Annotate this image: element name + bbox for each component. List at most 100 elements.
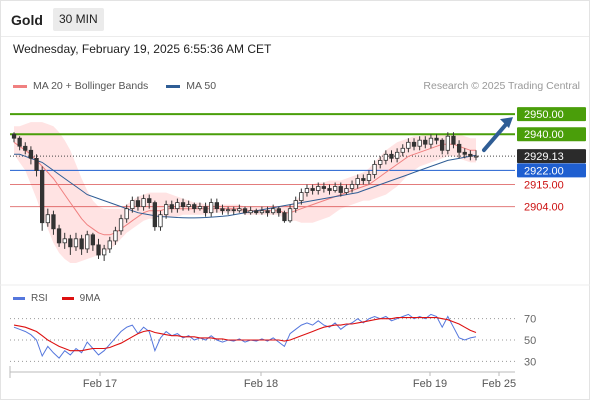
- candle: [338, 186, 343, 193]
- candle: [68, 238, 73, 248]
- candle: [394, 151, 400, 159]
- candle: [23, 145, 28, 151]
- candle: [327, 188, 332, 191]
- candle: [135, 200, 141, 208]
- candle: [316, 186, 321, 191]
- candle: [400, 147, 405, 153]
- symbol-title: Gold: [11, 12, 43, 28]
- candle: [141, 198, 146, 208]
- candle: [372, 163, 377, 175]
- candle: [439, 139, 445, 151]
- candle: [220, 208, 225, 212]
- ma20-swatch: [13, 84, 27, 88]
- candle: [124, 208, 129, 220]
- candle: [276, 208, 282, 214]
- candle: [265, 210, 270, 214]
- candle: [254, 210, 259, 214]
- candle: [34, 157, 39, 171]
- candle: [434, 137, 439, 141]
- candle: [383, 153, 389, 161]
- rsi-axis-label: 70: [524, 314, 536, 326]
- x-axis-label: Feb 19: [413, 378, 447, 390]
- candle: [45, 214, 50, 224]
- timeframe-button[interactable]: 30 MIN: [53, 8, 104, 31]
- rsi-axis-label: 50: [524, 335, 536, 347]
- ma50-label: MA 50: [186, 80, 217, 92]
- candle: [423, 139, 428, 145]
- candle: [237, 208, 242, 212]
- legend-item-ma50: MA 50: [166, 80, 216, 92]
- candle: [361, 178, 366, 181]
- candle: [378, 159, 383, 165]
- bollinger-band-area: [14, 122, 476, 263]
- candle: [406, 141, 411, 149]
- candle: [208, 202, 214, 214]
- candle: [175, 202, 180, 210]
- candle: [299, 192, 304, 202]
- ma20-label: MA 20 + Bollinger Bands: [33, 80, 149, 92]
- candle: [366, 174, 372, 181]
- rsi-swatch: [13, 297, 25, 300]
- candle: [192, 204, 197, 210]
- candle: [130, 200, 135, 210]
- candle: [355, 178, 360, 185]
- candle: [107, 240, 112, 250]
- candle: [169, 204, 174, 210]
- forecast-arrow: [482, 120, 510, 153]
- candle: [40, 169, 45, 224]
- rsi-label: RSI: [31, 293, 48, 304]
- research-credit: Research © 2025 Trading Central: [423, 80, 580, 92]
- candle: [344, 188, 349, 193]
- candle: [282, 212, 287, 222]
- rsi-line: [13, 313, 477, 359]
- price-tag-blue: [517, 163, 586, 178]
- candle: [473, 155, 479, 158]
- rsi-legend: RSI 9MA: [13, 293, 114, 304]
- candle: [468, 153, 473, 157]
- candle: [51, 214, 56, 230]
- candle: [445, 135, 451, 151]
- candle: [118, 218, 124, 232]
- candle: [451, 135, 456, 145]
- candle: [147, 198, 152, 204]
- candle: [56, 228, 62, 244]
- candle: [197, 206, 203, 210]
- rsi-ma-swatch: [61, 297, 74, 300]
- price-label-current: 2929.13: [524, 151, 564, 163]
- price-tag-green: [517, 127, 586, 142]
- candle: [259, 210, 265, 214]
- candle: [214, 202, 220, 210]
- candle: [304, 188, 310, 193]
- rsi-axis-label: 30: [524, 356, 536, 368]
- legend-item-rsi-ma: 9MA: [61, 293, 101, 304]
- candle: [62, 238, 67, 244]
- candle: [186, 204, 191, 208]
- candle: [180, 202, 186, 208]
- price-tag-current: [517, 149, 586, 164]
- candle: [349, 184, 355, 189]
- candle: [158, 214, 163, 228]
- ma50-swatch: [166, 84, 181, 88]
- x-axis-label: Feb 18: [244, 378, 278, 390]
- rsi-ma-label: 9MA: [79, 293, 101, 304]
- header-bar: Gold 30 MIN: [1, 1, 589, 37]
- datetime-label: Wednesday, February 19, 2025 6:55:36 AM …: [13, 42, 272, 56]
- candle: [225, 209, 231, 212]
- indicator-legend: MA 20 + Bollinger Bands MA 50: [13, 80, 234, 92]
- price-label-red: 2915.00: [524, 180, 564, 192]
- candle: [293, 200, 298, 210]
- candle: [203, 206, 208, 214]
- candle: [17, 137, 22, 147]
- price-label-red: 2904.00: [524, 202, 564, 214]
- candle: [248, 210, 253, 214]
- candle: [411, 141, 417, 147]
- candle: [428, 137, 434, 145]
- candle: [287, 208, 293, 222]
- candle: [85, 234, 90, 250]
- x-axis-label: Feb 25: [482, 378, 516, 390]
- candle: [417, 139, 422, 147]
- candle: [163, 204, 169, 216]
- legend-item-rsi: RSI: [13, 293, 48, 304]
- candle: [79, 238, 84, 250]
